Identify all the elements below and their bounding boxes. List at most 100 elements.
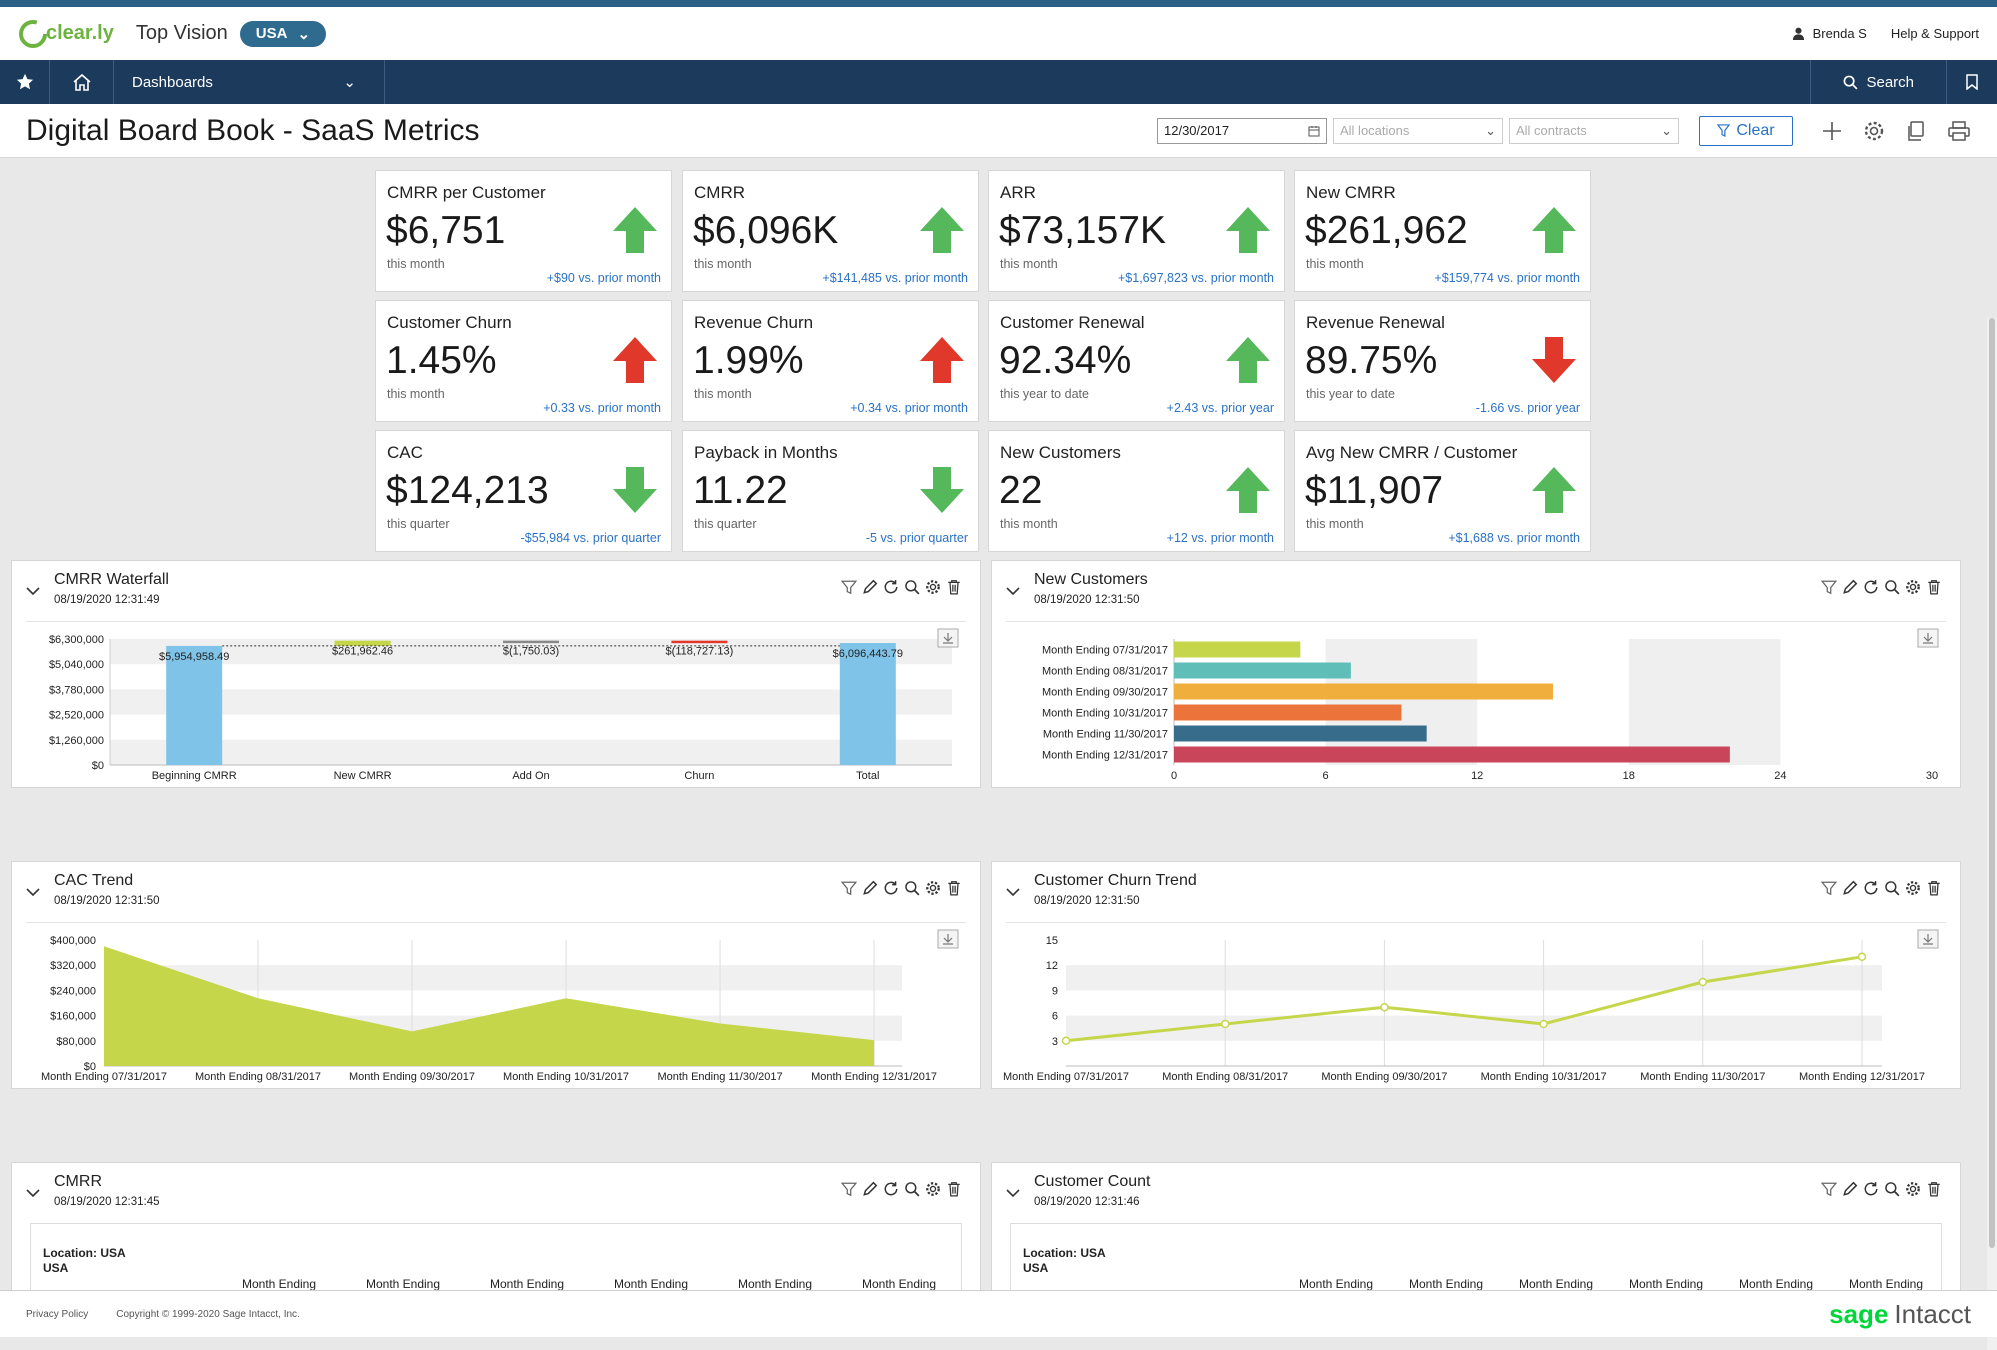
- kpi-period: this quarter: [694, 517, 757, 531]
- panel-tools: [1821, 880, 1942, 896]
- zoom-icon[interactable]: [1884, 579, 1900, 595]
- trash-icon[interactable]: [946, 880, 962, 896]
- kpi-card[interactable]: Customer Churn 1.45% this month +0.33 vs…: [375, 300, 672, 422]
- panel-divider: [1006, 621, 1946, 622]
- dashboard-content: CMRR per Customer $6,751 this month +$90…: [0, 158, 1997, 1350]
- gear-icon[interactable]: [925, 880, 941, 896]
- kpi-card[interactable]: Customer Renewal 92.34% this year to dat…: [988, 300, 1285, 422]
- calendar-icon: [1308, 125, 1320, 136]
- collapse-icon[interactable]: [1006, 884, 1020, 902]
- favorites-button[interactable]: [0, 60, 50, 104]
- date-value: 12/30/2017: [1164, 123, 1230, 138]
- home-button[interactable]: [50, 60, 114, 104]
- filter-icon[interactable]: [841, 880, 857, 896]
- kpi-card[interactable]: CMRR $6,096K this month +$141,485 vs. pr…: [682, 170, 979, 292]
- filter-icon[interactable]: [841, 1181, 857, 1197]
- refresh-icon[interactable]: [1863, 880, 1879, 896]
- brand-logo[interactable]: clear.ly: [18, 19, 114, 49]
- search-label: Search: [1866, 73, 1914, 91]
- trash-icon[interactable]: [1926, 1181, 1942, 1197]
- edit-icon[interactable]: [862, 1181, 878, 1197]
- zoom-icon[interactable]: [1884, 880, 1900, 896]
- gear-icon[interactable]: [1863, 120, 1885, 142]
- y-tick-label: $1,260,000: [49, 735, 104, 747]
- y-tick-label: Month Ending 12/31/2017: [1042, 750, 1168, 762]
- trash-icon[interactable]: [946, 1181, 962, 1197]
- refresh-icon[interactable]: [883, 579, 899, 595]
- edit-icon[interactable]: [1842, 1181, 1858, 1197]
- kpi-card[interactable]: Revenue Renewal 89.75% this year to date…: [1294, 300, 1591, 422]
- filter-icon[interactable]: [841, 579, 857, 595]
- arrow-up-icon: [613, 337, 657, 383]
- refresh-icon[interactable]: [1863, 579, 1879, 595]
- cac-trend-chart: $0 $80,000 $160,000 $240,000 $320,000 $400,00…: [41, 929, 959, 1083]
- edit-icon[interactable]: [862, 880, 878, 896]
- y-tick-label: $160,000: [50, 1011, 96, 1023]
- trash-icon[interactable]: [1926, 880, 1942, 896]
- zoom-icon[interactable]: [1884, 1181, 1900, 1197]
- kpi-period: this month: [694, 257, 752, 271]
- zoom-icon[interactable]: [904, 880, 920, 896]
- dashboards-menu[interactable]: Dashboards ⌄: [114, 60, 385, 104]
- x-tick-label: Month Ending 10/31/2017: [503, 1071, 629, 1083]
- panel-tools: [841, 1181, 962, 1197]
- collapse-icon[interactable]: [1006, 1185, 1020, 1203]
- print-icon[interactable]: [1947, 120, 1971, 142]
- filter-icon[interactable]: [1821, 1181, 1837, 1197]
- kpi-card[interactable]: Revenue Churn 1.99% this month +0.34 vs.…: [682, 300, 979, 422]
- contracts-filter[interactable]: All contracts ⌄: [1509, 117, 1679, 144]
- kpi-period: this month: [1000, 257, 1058, 271]
- zoom-icon[interactable]: [904, 579, 920, 595]
- locations-filter[interactable]: All locations ⌄: [1333, 117, 1503, 144]
- kpi-card[interactable]: Avg New CMRR / Customer $11,907 this mon…: [1294, 430, 1591, 552]
- filter-icon[interactable]: [1821, 579, 1837, 595]
- edit-icon[interactable]: [1842, 880, 1858, 896]
- search-button[interactable]: Search: [1810, 60, 1947, 104]
- filter-icon[interactable]: [1821, 880, 1837, 896]
- panel-timestamp: 08/19/2020 12:31:50: [1034, 895, 1140, 907]
- kpi-delta: -$55,984 vs. prior quarter: [520, 531, 661, 545]
- kpi-card[interactable]: CMRR per Customer $6,751 this month +$90…: [375, 170, 672, 292]
- gear-icon[interactable]: [925, 1181, 941, 1197]
- kpi-delta: -5 vs. prior quarter: [865, 531, 968, 545]
- collapse-icon[interactable]: [26, 583, 40, 601]
- scrollbar-thumb[interactable]: [1989, 318, 1995, 1248]
- zoom-icon[interactable]: [904, 1181, 920, 1197]
- edit-icon[interactable]: [862, 579, 878, 595]
- clear-filters-button[interactable]: Clear: [1699, 115, 1793, 146]
- collapse-icon[interactable]: [1006, 583, 1020, 601]
- help-link[interactable]: Help & Support: [1890, 26, 1979, 41]
- kpi-card[interactable]: CAC $124,213 this quarter -$55,984 vs. p…: [375, 430, 672, 552]
- page-title: Digital Board Book - SaaS Metrics: [26, 113, 480, 147]
- date-filter[interactable]: 12/30/2017: [1157, 117, 1327, 144]
- gear-icon[interactable]: [925, 579, 941, 595]
- refresh-icon[interactable]: [1863, 1181, 1879, 1197]
- privacy-link[interactable]: Privacy Policy: [26, 1308, 89, 1320]
- user-menu[interactable]: Brenda S: [1792, 26, 1867, 41]
- kpi-card[interactable]: ARR $73,157K this month +$1,697,823 vs. …: [988, 170, 1285, 292]
- refresh-icon[interactable]: [883, 880, 899, 896]
- refresh-icon[interactable]: [883, 1181, 899, 1197]
- page-scrollbar[interactable]: [1987, 318, 1997, 1350]
- contracts-placeholder: All contracts: [1516, 123, 1587, 138]
- entity-selector[interactable]: USA ⌄: [239, 20, 327, 47]
- collapse-icon[interactable]: [26, 884, 40, 902]
- copy-icon[interactable]: [1905, 120, 1927, 142]
- gear-icon[interactable]: [1905, 1181, 1921, 1197]
- entity-label: USA: [255, 25, 288, 42]
- gear-icon[interactable]: [1905, 579, 1921, 595]
- add-icon[interactable]: [1821, 120, 1843, 142]
- kpi-card[interactable]: Payback in Months 11.22 this quarter -5 …: [682, 430, 979, 552]
- trash-icon[interactable]: [946, 579, 962, 595]
- gear-icon[interactable]: [1905, 880, 1921, 896]
- collapse-icon[interactable]: [26, 1185, 40, 1203]
- data-label: $(1,750.03): [503, 646, 559, 658]
- bookmark-icon: [1966, 74, 1978, 90]
- kpi-card[interactable]: New CMRR $261,962 this month +$159,774 v…: [1294, 170, 1591, 292]
- trash-icon[interactable]: [1926, 579, 1942, 595]
- edit-icon[interactable]: [1842, 579, 1858, 595]
- bookmark-button[interactable]: [1947, 60, 1997, 104]
- y-tick-label: Month Ending 11/30/2017: [1043, 729, 1168, 741]
- arrow-down-icon: [1532, 337, 1576, 383]
- kpi-card[interactable]: New Customers 22 this month +12 vs. prio…: [988, 430, 1285, 552]
